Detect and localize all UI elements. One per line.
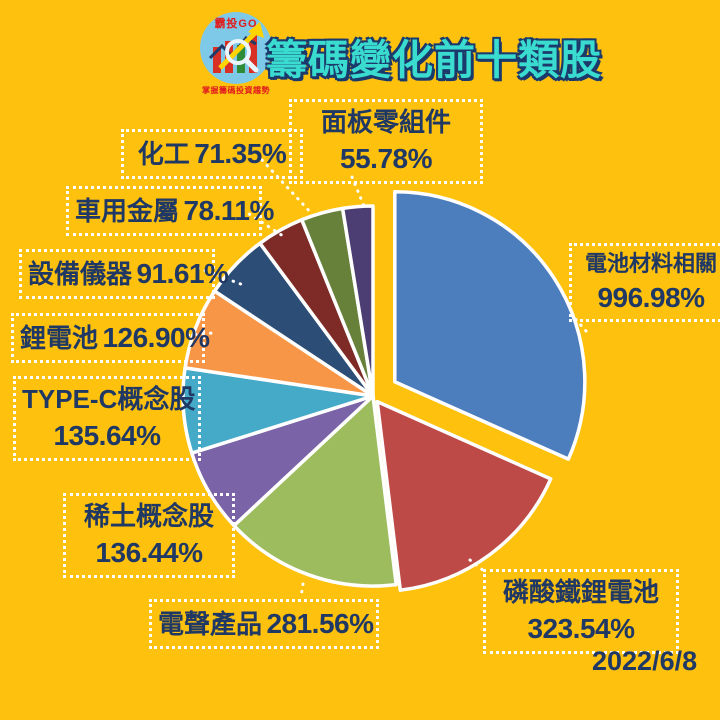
pie-label-4: 稀土概念股 136.44% (63, 493, 235, 578)
pie-label-9: 化工 71.35% (121, 129, 303, 179)
pie-slice-1 (393, 190, 587, 461)
pie-label-value: 323.54% (527, 613, 635, 645)
logo-icon (208, 22, 264, 73)
date-stamp: 2022/6/8 (592, 646, 698, 676)
pie-label-10: 面板零組件 55.78% (289, 99, 483, 184)
pie-slice-2 (375, 399, 553, 592)
leader-line-4 (196, 266, 248, 288)
pie-label-value: 135.64% (53, 420, 161, 452)
pie-label-6: 鋰電池 126.90% (11, 313, 210, 363)
magnifier-icon (225, 39, 259, 73)
pie-label-value: 996.98% (597, 281, 705, 313)
up-arrow-icon (218, 22, 264, 70)
pie-label-5: TYPE-C概念股 135.64% (13, 376, 201, 461)
pie-label-8: 車用金屬 78.11% (66, 186, 274, 236)
pie-label-value: 78.11% (183, 195, 274, 226)
pie-label-name: 電池材料相關 (584, 251, 717, 276)
pie-label-value: 281.56% (266, 608, 374, 639)
pie-label-2: 磷酸鐵鋰電池 323.54% (483, 569, 679, 654)
leader-line-6 (299, 582, 305, 599)
pie-slice-3 (232, 394, 398, 588)
logo: 霸投GO 掌握籌碼投資趨勢 (186, 12, 286, 96)
pie-label-name: 面板零組件 (320, 107, 451, 137)
pie-label-name: 化工 (137, 139, 190, 169)
pie-label-7: 設備儀器 91.61% (19, 249, 229, 299)
leader-line-7 (468, 558, 486, 573)
pie-label-name: 電聲產品 (158, 609, 263, 639)
pie-label-name: 車用金屬 (75, 196, 180, 226)
logo-tagline: 掌握籌碼投資趨勢 (202, 86, 270, 95)
pie-label-value: 91.61% (136, 258, 229, 289)
pie-label-name: 設備儀器 (28, 259, 133, 289)
page-title: 籌碼變化前十類股 (266, 37, 602, 83)
pie-slice-10 (340, 204, 375, 398)
pie-label-value: 71.35% (194, 138, 287, 169)
pie-label-value: 126.90% (102, 322, 210, 353)
pie-label-value: 55.78% (340, 143, 432, 175)
pie-label-name: 磷酸鐵鋰電池 (502, 577, 659, 607)
pie-label-name: 鋰電池 (20, 323, 99, 353)
pie-label-3: 電聲產品 281.56% (149, 599, 379, 649)
pie-label-1: 電池材料相關 996.98% (569, 243, 720, 323)
logo-badge: 霸投GO (200, 12, 272, 84)
leader-line-3 (241, 208, 285, 238)
pie-label-value: 136.44% (95, 537, 203, 569)
pie-label-name: TYPE-C概念股 (22, 384, 196, 414)
pie-label-name: 稀土概念股 (83, 501, 214, 531)
leader-line-2 (260, 158, 314, 216)
leader-line-1 (350, 175, 366, 208)
logo-brand-text: 霸投GO (214, 18, 258, 30)
